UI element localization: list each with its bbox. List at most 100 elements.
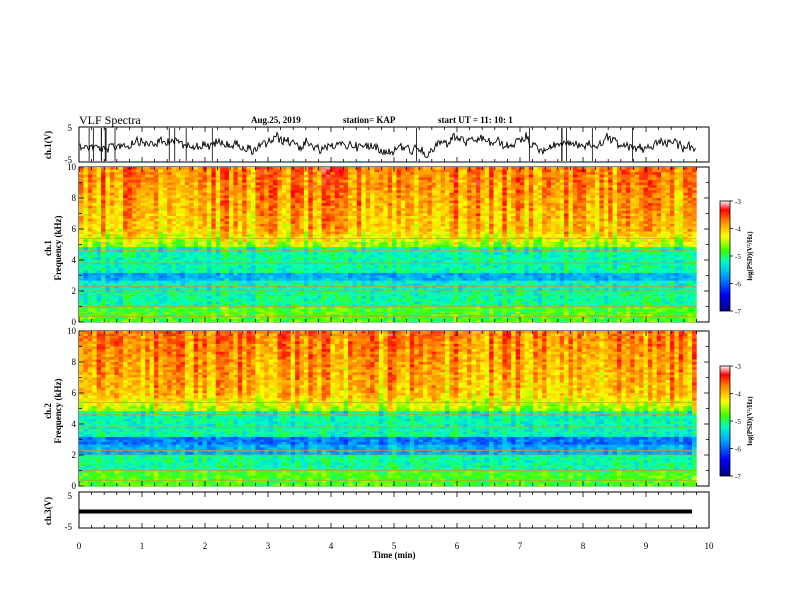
spectrogram-cell <box>273 183 278 186</box>
spectrogram-cell <box>688 188 693 191</box>
spectrogram-cell <box>313 198 318 201</box>
spectrogram-cell <box>326 188 331 191</box>
spectrogram-cell <box>595 177 600 180</box>
spectrogram-cell <box>502 255 507 258</box>
spectrogram-cell <box>591 219 596 222</box>
spectrogram-cell <box>516 175 521 178</box>
spectrogram-cell <box>357 255 362 258</box>
spectrogram-cell <box>220 247 225 250</box>
spectrogram-cell <box>247 190 252 193</box>
spectrogram-cell <box>639 221 644 224</box>
spectrogram-cell <box>273 221 278 224</box>
spectrogram-cell <box>251 170 256 173</box>
spectrogram-cell <box>621 175 626 178</box>
spectrogram-cell <box>277 211 282 214</box>
spectrogram-cell <box>180 167 185 170</box>
spectrogram-cell <box>255 245 260 248</box>
spectrogram-cell <box>463 234 468 237</box>
spectrogram-cell <box>370 250 375 253</box>
spectrogram-cell <box>330 229 335 232</box>
spectrogram-cell <box>242 193 247 196</box>
spectrogram-cell <box>476 183 481 186</box>
spectrogram-cell <box>410 219 415 222</box>
spectrogram-cell <box>595 219 600 222</box>
spectrogram-cell <box>560 185 565 188</box>
spectrogram-cell <box>688 201 693 204</box>
spectrogram-cell <box>304 195 309 198</box>
spectrogram-cell <box>480 183 485 186</box>
spectrogram-cell <box>238 229 243 232</box>
spectrogram-cell <box>564 226 569 229</box>
spectrogram-cell <box>335 193 340 196</box>
spectrogram-cell <box>269 185 274 188</box>
spectrogram-cell <box>286 183 291 186</box>
spectrogram-cell <box>255 219 260 222</box>
spectrogram-cell <box>657 170 662 173</box>
spectrogram-cell <box>269 250 274 253</box>
spectrogram-cell <box>185 201 190 204</box>
spectrogram-cell <box>141 201 146 204</box>
spectrogram-cell <box>555 245 560 248</box>
spectrogram-cell <box>573 183 578 186</box>
spectrogram-cell <box>308 193 313 196</box>
spectrogram-cell <box>414 190 419 193</box>
spectrogram-cell <box>414 255 419 258</box>
spectrogram-cell <box>83 219 88 222</box>
spectrogram-cell <box>185 203 190 206</box>
spectrogram-cell <box>374 195 379 198</box>
spectrogram-cell <box>123 167 128 170</box>
spectrogram-cell <box>591 175 596 178</box>
spectrogram-cell <box>643 203 648 206</box>
spectrogram-cell <box>551 198 556 201</box>
spectrogram-cell <box>405 232 410 235</box>
spectrogram-cell <box>520 245 525 248</box>
spectrogram-cell <box>419 206 424 209</box>
spectrogram-cell <box>423 239 428 242</box>
spectrogram-cell <box>467 175 472 178</box>
spectrogram-cell <box>538 183 543 186</box>
spectrogram-cell <box>101 193 106 196</box>
spectrogram-cell <box>436 195 441 198</box>
spectrogram-cell <box>432 190 437 193</box>
spectrogram-cell <box>573 203 578 206</box>
spectrogram-cell <box>489 216 494 219</box>
spectrogram-cell <box>670 234 675 237</box>
spectrogram-cell <box>238 180 243 183</box>
spectrogram-cell <box>88 180 93 183</box>
spectrogram-cell <box>401 239 406 242</box>
spectrogram-cell <box>639 229 644 232</box>
spectrogram-cell <box>423 190 428 193</box>
spectrogram-cell <box>502 245 507 248</box>
spectrogram-cell <box>185 216 190 219</box>
spectrogram-cell <box>128 250 133 253</box>
spectrogram-cell <box>247 193 252 196</box>
spectrogram-cell <box>295 214 300 217</box>
spectrogram-cell <box>136 245 141 248</box>
spectrogram-cell <box>432 252 437 255</box>
spectrogram-cell <box>313 188 318 191</box>
spectrogram-cell <box>295 239 300 242</box>
spectrogram-cell <box>150 201 155 204</box>
spectrogram-cell <box>401 219 406 222</box>
spectrogram-cell <box>410 183 415 186</box>
spectrogram-cell <box>202 252 207 255</box>
spectrogram-cell <box>322 242 327 245</box>
spectrogram-cell <box>105 221 110 224</box>
spectrogram-cell <box>361 206 366 209</box>
spectrogram-cell <box>255 172 260 175</box>
spectrogram-cell <box>304 232 309 235</box>
spectrogram-cell <box>158 252 163 255</box>
spectrogram-cell <box>458 195 463 198</box>
spectrogram-cell <box>397 183 402 186</box>
spectrogram-cell <box>432 203 437 206</box>
spectrogram-cell <box>123 177 128 180</box>
spectrogram-cell <box>427 255 432 258</box>
spectrogram-cell <box>317 252 322 255</box>
spectrogram-cell <box>330 211 335 214</box>
spectrogram-cell <box>679 188 684 191</box>
spectrogram-cell <box>560 239 565 242</box>
spectrogram-cell <box>286 195 291 198</box>
spectrogram-cell <box>198 245 203 248</box>
spectrogram-cell <box>542 190 547 193</box>
spectrogram-cell <box>374 229 379 232</box>
